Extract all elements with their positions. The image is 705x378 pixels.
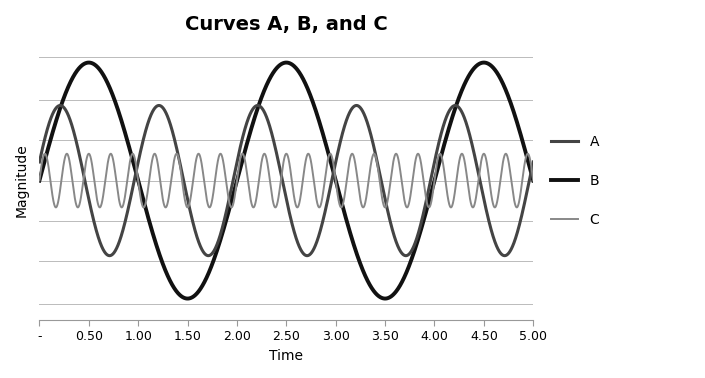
- A: [121, 218, 130, 223]
- B: [183, 296, 192, 301]
- A: [246, 111, 255, 115]
- C: [205, 205, 214, 210]
- B: [225, 208, 233, 212]
- C: [92, 189, 100, 194]
- A: [467, 136, 475, 141]
- X-axis label: Time: Time: [269, 349, 303, 363]
- B: [92, 63, 100, 68]
- B: [467, 71, 475, 75]
- C: [172, 152, 180, 156]
- C: [246, 197, 255, 201]
- B: [121, 131, 130, 135]
- B: [529, 178, 537, 183]
- B: [85, 60, 93, 65]
- C: [467, 200, 475, 204]
- Y-axis label: Magnitude: Magnitude: [15, 144, 29, 217]
- A: [520, 204, 528, 208]
- A: [105, 253, 114, 258]
- Line: C: C: [39, 154, 533, 208]
- B: [246, 129, 255, 133]
- A: [225, 197, 233, 201]
- C: [529, 178, 537, 183]
- C: [520, 167, 528, 171]
- A: [92, 227, 100, 231]
- C: [35, 178, 44, 183]
- A: [529, 160, 537, 164]
- Legend: A, B, C: A, B, C: [545, 129, 605, 232]
- Title: Curves A, B, and C: Curves A, B, and C: [185, 15, 388, 34]
- B: [35, 178, 44, 183]
- Line: A: A: [39, 105, 533, 256]
- A: [56, 103, 64, 108]
- C: [225, 199, 233, 204]
- A: [35, 160, 44, 164]
- B: [520, 144, 528, 148]
- Line: B: B: [39, 63, 533, 299]
- C: [121, 194, 129, 198]
